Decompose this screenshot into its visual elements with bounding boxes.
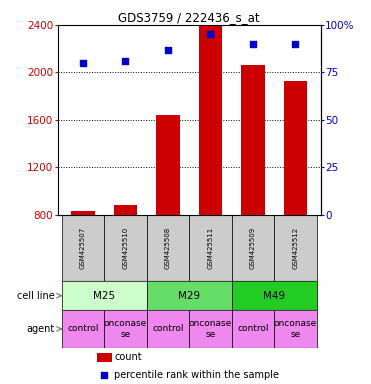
Bar bbox=[274, 215, 317, 281]
Text: control: control bbox=[152, 324, 184, 333]
Text: percentile rank within the sample: percentile rank within the sample bbox=[114, 369, 279, 379]
Point bbox=[122, 58, 128, 64]
Text: GSM425507: GSM425507 bbox=[80, 227, 86, 269]
Text: GSM425508: GSM425508 bbox=[165, 227, 171, 269]
Bar bbox=[104, 310, 147, 348]
Text: GSM425509: GSM425509 bbox=[250, 227, 256, 269]
Text: M49: M49 bbox=[263, 291, 285, 301]
Bar bbox=[147, 281, 232, 310]
Point bbox=[292, 41, 298, 47]
Text: control: control bbox=[67, 324, 99, 333]
Text: GSM425510: GSM425510 bbox=[122, 227, 128, 269]
Point bbox=[80, 60, 86, 66]
Bar bbox=[104, 215, 147, 281]
Bar bbox=[284, 81, 307, 215]
Bar bbox=[62, 215, 104, 281]
Text: onconase
se: onconase se bbox=[104, 319, 147, 339]
Bar bbox=[71, 211, 95, 215]
Bar bbox=[274, 310, 317, 348]
Bar bbox=[62, 281, 147, 310]
Text: GSM425511: GSM425511 bbox=[207, 227, 213, 269]
Point bbox=[250, 41, 256, 47]
Bar bbox=[232, 215, 274, 281]
Bar bbox=[97, 353, 112, 362]
Text: onconase
se: onconase se bbox=[189, 319, 232, 339]
Point bbox=[207, 31, 213, 38]
Text: control: control bbox=[237, 324, 269, 333]
Bar bbox=[241, 65, 265, 215]
Text: agent: agent bbox=[27, 324, 55, 334]
Bar bbox=[232, 281, 317, 310]
Text: cell line: cell line bbox=[17, 291, 55, 301]
Title: GDS3759 / 222436_s_at: GDS3759 / 222436_s_at bbox=[118, 11, 260, 24]
Bar bbox=[189, 310, 232, 348]
Bar bbox=[232, 310, 274, 348]
Text: GSM425512: GSM425512 bbox=[292, 227, 298, 269]
Bar bbox=[147, 215, 189, 281]
Bar bbox=[62, 310, 104, 348]
Bar bbox=[156, 115, 180, 215]
Bar bbox=[199, 26, 222, 215]
Bar bbox=[147, 310, 189, 348]
Bar bbox=[189, 215, 232, 281]
Point bbox=[165, 46, 171, 53]
Text: M29: M29 bbox=[178, 291, 200, 301]
Text: count: count bbox=[114, 353, 142, 362]
Text: M25: M25 bbox=[93, 291, 115, 301]
Text: onconase
se: onconase se bbox=[274, 319, 317, 339]
Point bbox=[101, 371, 106, 377]
Bar bbox=[114, 205, 137, 215]
